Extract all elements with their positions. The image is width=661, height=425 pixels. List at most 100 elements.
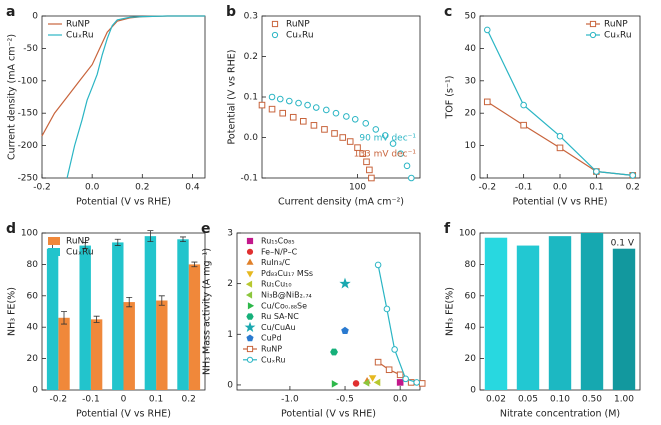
- legend-marker: [246, 356, 254, 363]
- legend-swatch: [48, 237, 60, 245]
- data-point: [279, 109, 287, 117]
- panel-letter: a: [6, 4, 15, 20]
- data-point: [389, 140, 397, 147]
- data-point: [520, 101, 527, 109]
- data-point: [383, 305, 391, 313]
- y-tick-label: 20: [27, 354, 39, 364]
- bar: [188, 264, 201, 390]
- x-tick-label: -0.5: [336, 395, 354, 405]
- data-point: [362, 120, 370, 127]
- legend-label: Ru SA-NC: [261, 312, 299, 321]
- series-line: [66, 15, 205, 179]
- x-tick-label: 0.50: [582, 395, 602, 405]
- y-tick-label: 20: [465, 354, 477, 364]
- y-tick-label: 40: [465, 323, 477, 333]
- y-axis-label: Current density (mA cm⁻²): [7, 34, 18, 160]
- legend-marker: [589, 31, 597, 39]
- y-axis-label: Potential (V vs RHE): [227, 50, 238, 145]
- panel-letter: d: [6, 221, 16, 237]
- y-tick-label: 0: [470, 386, 476, 396]
- y-tick-label: 0: [32, 12, 38, 22]
- y-tick-label: 40: [465, 44, 477, 54]
- data-point: [381, 132, 389, 139]
- data-point: [373, 378, 381, 387]
- panel-letter: f: [444, 221, 451, 237]
- legend-marker: [271, 20, 279, 28]
- data-point: [396, 379, 404, 386]
- error-bar: [158, 295, 165, 306]
- data-point: [354, 144, 361, 151]
- y-tick-label: 0.0: [244, 133, 259, 143]
- data-point: [368, 174, 375, 182]
- data-point: [331, 130, 338, 137]
- x-tick-label: 0.2: [135, 183, 149, 193]
- y-tick-label: 0: [227, 380, 233, 390]
- x-axis-label: Potential (V vs RHE): [76, 409, 171, 420]
- y-tick-label: 100: [459, 229, 476, 239]
- x-tick-label: 0.2: [182, 395, 196, 405]
- x-tick-label: 0.1: [149, 395, 163, 405]
- legend-marker: [245, 291, 253, 299]
- y-axis-label: TOF (s⁻¹): [445, 76, 456, 120]
- legend-label: RuNP: [604, 20, 628, 30]
- series-line: [486, 29, 633, 176]
- bar: [612, 248, 636, 390]
- data-point: [330, 348, 338, 356]
- x-tick-label: -0.2: [478, 183, 496, 193]
- annotation: 0.1 V: [611, 239, 635, 249]
- data-point: [312, 104, 320, 111]
- legend-label: Cu/CuAu: [261, 323, 296, 332]
- legend-label: Pd₈₃Cu₁₇ MSs: [261, 269, 313, 278]
- legend-label: RuNP: [286, 20, 310, 30]
- data-point: [351, 115, 359, 123]
- data-point: [321, 126, 328, 133]
- data-point: [359, 150, 366, 157]
- x-tick-label: 0.1: [589, 183, 603, 193]
- error-bar: [179, 236, 186, 243]
- data-point: [346, 138, 354, 145]
- legend-marker: [246, 248, 254, 255]
- y-tick-label: -250: [18, 174, 39, 184]
- error-bar: [61, 311, 68, 325]
- error-bar: [114, 238, 121, 246]
- y-tick-label: 50: [465, 12, 477, 22]
- plot-frame: [41, 15, 206, 179]
- legend-marker: [246, 271, 254, 278]
- legend-marker: [589, 20, 597, 28]
- annotation: 90 mV dec⁻¹: [359, 134, 416, 144]
- legend-label: CuₓRu: [286, 31, 314, 41]
- bar: [79, 245, 91, 390]
- legend-label: CuₓRu: [66, 248, 94, 258]
- bar: [156, 300, 168, 390]
- bar: [112, 242, 124, 390]
- bar: [46, 248, 59, 390]
- y-axis-label: NH₃ Mass activity (A mg⁻¹): [202, 248, 213, 375]
- y-tick-label: 10: [465, 141, 477, 151]
- x-tick-label: 0.0: [85, 183, 100, 193]
- y-tick-label: 2: [227, 279, 233, 289]
- y-tick-label: -150: [18, 109, 39, 119]
- legend-marker: [271, 31, 279, 39]
- data-point: [403, 162, 411, 170]
- data-point: [556, 144, 564, 152]
- bar: [177, 239, 189, 390]
- data-point: [299, 118, 307, 125]
- y-tick-label: 30: [465, 76, 477, 86]
- legend-marker: [246, 334, 254, 342]
- panel-letter: e: [201, 221, 211, 237]
- data-point: [391, 346, 398, 353]
- x-axis-label: Potential (V vs RHE): [513, 197, 608, 208]
- x-axis-label: Current density (mA cm⁻²): [278, 197, 404, 208]
- bar: [90, 319, 103, 390]
- y-tick-label: -0.1: [240, 174, 258, 184]
- data-point: [268, 105, 276, 113]
- legend-label: RuIn₃/C: [261, 258, 291, 267]
- x-tick-label: -0.2: [33, 183, 51, 193]
- panel-letter: c: [444, 4, 452, 20]
- y-tick-label: 0.2: [244, 52, 258, 62]
- y-tick-label: 60: [465, 291, 477, 301]
- y-tick-label: -200: [18, 141, 39, 151]
- y-tick-label: 60: [27, 291, 39, 301]
- y-tick-label: 1: [227, 330, 233, 340]
- x-tick-label: -0.1: [515, 183, 533, 193]
